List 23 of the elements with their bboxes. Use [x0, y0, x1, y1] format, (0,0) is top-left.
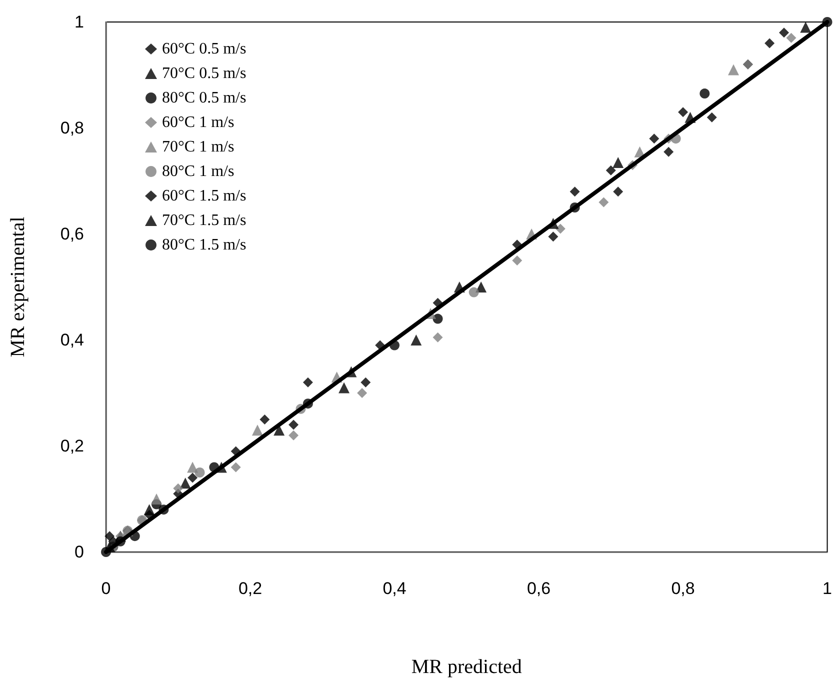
- x-tick-label: 0,2: [238, 579, 262, 598]
- legend-label: 70°C 0.5 m/s: [162, 65, 246, 82]
- legend-label: 80°C 1 m/s: [162, 163, 234, 180]
- x-tick-label: 0: [101, 579, 111, 598]
- legend-label: 70°C 1.5 m/s: [162, 212, 246, 229]
- y-axis-title: MR experimental: [7, 216, 29, 358]
- x-tick-label: 1: [822, 579, 832, 598]
- x-tick-label: 0,8: [671, 579, 695, 598]
- y-tick-label: 0,8: [60, 118, 84, 138]
- x-tick-label: 0,6: [526, 579, 551, 598]
- y-tick-label: 1: [74, 12, 84, 32]
- y-tick-label: 0,4: [60, 330, 84, 350]
- x-tick-label: 0,4: [382, 579, 406, 598]
- legend-label: 60°C 0.5 m/s: [162, 40, 246, 58]
- legend-label: 70°C 1 m/s: [162, 138, 234, 156]
- legend-label: 60°C 1.5 m/s: [162, 188, 246, 204]
- legend-label: 60°C 1 m/s: [162, 114, 234, 131]
- y-tick-label: 0: [74, 542, 84, 562]
- legend-label: 80°C 0.5 m/s: [162, 90, 246, 106]
- y-tick-label: 0,2: [60, 436, 84, 456]
- x-axis-title: MR predicted: [411, 656, 522, 678]
- y-tick-label: 0,6: [60, 224, 84, 244]
- legend-label: 80°C 1.5 m/s: [162, 236, 246, 254]
